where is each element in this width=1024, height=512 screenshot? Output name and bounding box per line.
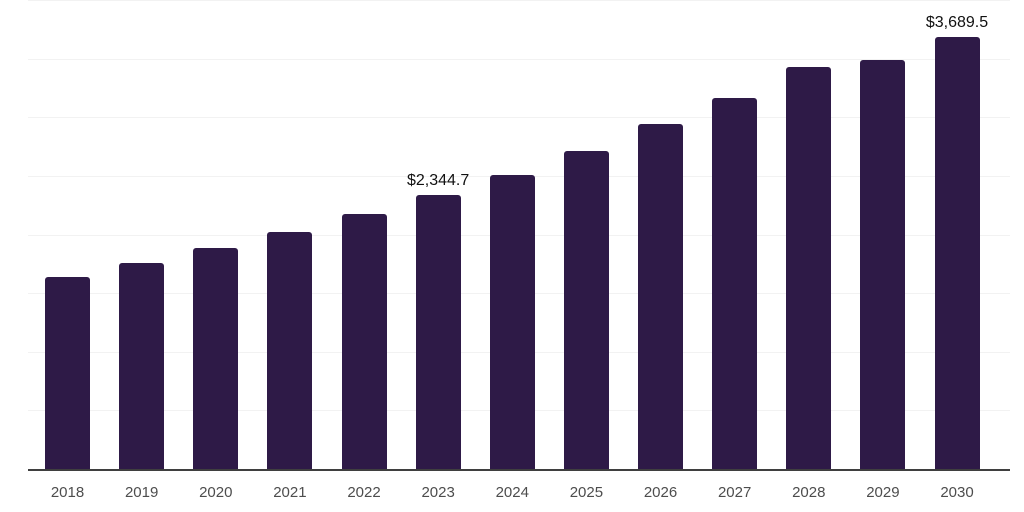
x-tick-label-2028: 2028 — [792, 484, 826, 501]
x-tick-label-2020: 2020 — [199, 484, 233, 501]
bar-2018[interactable] — [45, 277, 90, 470]
x-tick-label-2025: 2025 — [569, 484, 604, 501]
x-tick-label-2022: 2022 — [347, 484, 381, 501]
x-tick-label-2029: 2029 — [866, 484, 900, 501]
x-tick-label-2018: 2018 — [50, 484, 85, 501]
bar-2026[interactable] — [638, 124, 683, 470]
bar-2030[interactable] — [934, 37, 980, 470]
x-tick-label-2027: 2027 — [717, 484, 752, 501]
bar-2022[interactable] — [341, 214, 387, 470]
bar-2024[interactable] — [489, 174, 535, 470]
bar-value-label-2030: $3,689.5 — [925, 14, 989, 32]
bar-2021[interactable] — [267, 231, 313, 470]
x-tick-label-2019: 2019 — [124, 484, 159, 501]
x-tick-label-2021: 2021 — [273, 484, 307, 501]
bar-value-label-2023: $2,344.7 — [406, 172, 470, 190]
bar-2028[interactable] — [786, 66, 832, 470]
x-tick-label-2023: 2023 — [421, 484, 455, 501]
x-tick-label-2030: 2030 — [940, 484, 974, 501]
x-tick-label-2024: 2024 — [495, 484, 529, 501]
x-axis-line — [28, 469, 1010, 471]
bar-2019[interactable] — [119, 263, 165, 470]
gridline-4000 — [28, 0, 1010, 1]
bar-2029[interactable] — [860, 59, 906, 470]
bar-2027[interactable] — [712, 97, 758, 470]
bar-2025[interactable] — [563, 151, 609, 470]
bar-2020[interactable] — [193, 248, 239, 470]
x-tick-label-2026: 2026 — [643, 484, 678, 501]
bar-2023[interactable] — [415, 195, 461, 470]
